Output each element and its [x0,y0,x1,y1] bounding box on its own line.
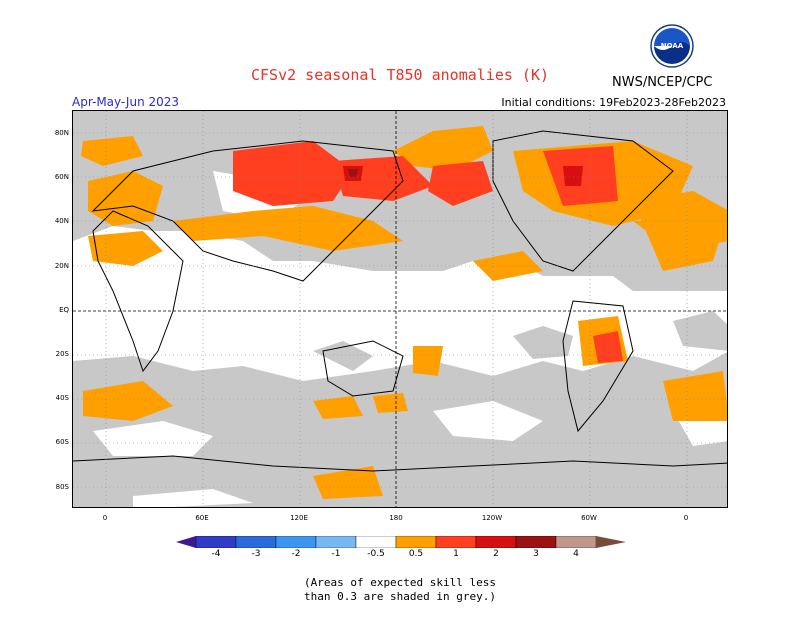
extreme-warm-anomaly-regions [348,169,358,177]
legend-label: 0.5 [408,549,424,559]
legend-label: 3 [533,549,539,559]
lat-label: 80N [54,129,69,137]
noaa-logo: NOAA [650,24,694,68]
legend-label: 1 [453,549,459,559]
legend-swatch [275,536,317,548]
lat-label: 20S [55,350,69,358]
legend-swatch [555,536,597,548]
legend-swatch [235,536,277,548]
lon-label: 120W [481,514,503,522]
legend-label: -4 [211,549,221,559]
legend-arrow-high [596,536,626,548]
grid-lines [73,111,727,507]
legend-swatch [195,536,237,548]
legend-swatch [475,536,517,548]
legend-swatch [515,536,557,548]
lon-label: 120E [290,514,308,522]
legend-label: -1 [331,549,341,559]
warm-anomaly-regions [81,126,727,499]
lat-label: EQ [59,306,69,314]
legend-swatch [355,536,397,548]
lat-label: 20N [54,262,69,270]
lon-label: 0 [102,514,108,522]
legend-label: -0.5 [367,549,385,559]
legend-swatch [315,536,357,548]
legend-label: -2 [291,549,301,559]
season-label: Apr-May-Jun 2023 [72,95,180,109]
lon-label: 180 [389,514,403,522]
continent-outlines [73,130,727,472]
organization-label: NWS/NCEP/CPC [612,75,713,90]
lat-label: 60N [54,173,69,181]
lon-label: 60E [195,514,209,522]
initial-conditions-label: Initial conditions: 19Feb2023-28Feb2023 [501,96,726,109]
map-title: CFSv2 seasonal T850 anomalies (K) [250,66,549,84]
legend-label: -3 [251,549,261,559]
anomaly-map [72,110,728,508]
footnote-line-1: (Areas of expected skill less [303,576,497,589]
legend-label: 2 [493,549,499,559]
lon-label: 0 [683,514,689,522]
legend-label: 4 [573,549,579,559]
lat-label: 60S [55,438,69,446]
lat-label: 40N [54,217,69,225]
lat-label: 80S [55,483,69,491]
footnote-line-2: than 0.3 are shaded in grey.) [303,590,497,603]
color-legend-bar [176,536,626,548]
logo-text: NOAA [661,42,684,50]
legend-arrow-low [176,536,196,548]
legend-swatch [395,536,437,548]
legend-swatch [435,536,477,548]
map-canvas [73,111,727,507]
lon-label: 60W [581,514,597,522]
lat-label: 40S [55,394,69,402]
